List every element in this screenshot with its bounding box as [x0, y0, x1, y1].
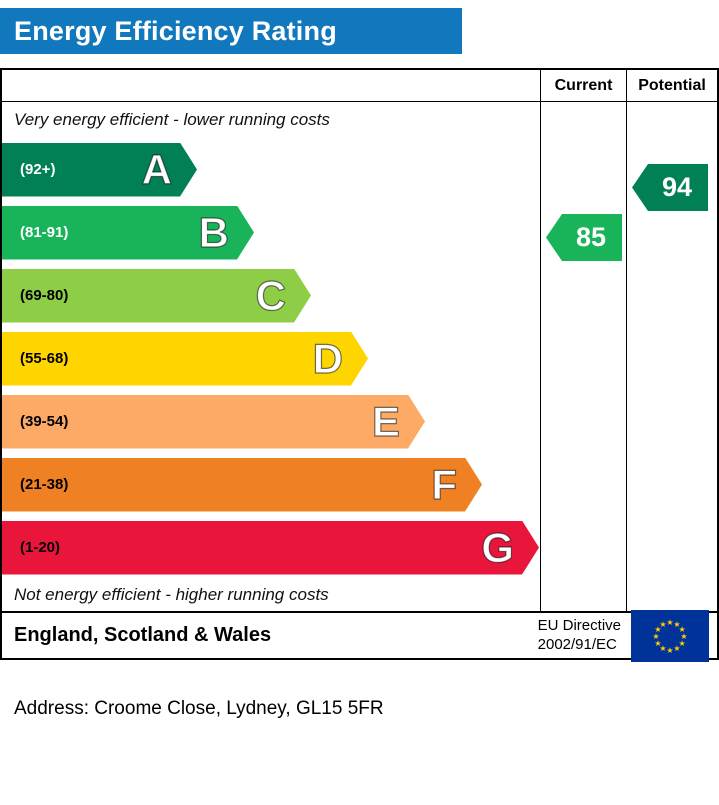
page-title: Energy Efficiency Rating [14, 15, 337, 46]
band-row-b: (81-91) B [2, 201, 540, 264]
svg-text:★: ★ [673, 644, 680, 653]
band-row-g: (1-20) G [2, 516, 540, 579]
band-a-letter: A [141, 145, 172, 193]
potential-rating-arrow: 94 [632, 164, 708, 211]
band-c: (69-80) C [2, 269, 311, 323]
band-e-letter: E [371, 397, 400, 445]
band-row-e: (39-54) E [2, 390, 540, 453]
current-rating-value: 85 [575, 222, 607, 252]
band-g: (1-20) G [2, 521, 539, 575]
svg-text:★: ★ [654, 639, 661, 648]
energy-rating-table: Current Potential Very energy efficient … [0, 68, 719, 613]
band-f-letter: F [431, 460, 457, 508]
svg-text:★: ★ [666, 646, 673, 655]
band-b: (81-91) B [2, 206, 254, 260]
band-row-f: (21-38) F [2, 453, 540, 516]
footer-strip: England, Scotland & Wales EU Directive 2… [0, 609, 719, 662]
header-spacer-cell [2, 70, 540, 102]
band-g-letter: G [481, 523, 514, 571]
bottom-caption: Not energy efficient - higher running co… [14, 585, 329, 604]
svg-text:★: ★ [654, 625, 661, 634]
band-f-range: (21-38) [20, 476, 69, 493]
potential-rating-value: 94 [661, 172, 693, 202]
band-c-letter: C [255, 271, 286, 319]
band-row-c: (69-80) C [2, 264, 540, 327]
eu-directive-label: EU Directive 2002/91/EC [538, 617, 621, 655]
band-row-d: (55-68) D [2, 327, 540, 390]
top-caption: Very energy efficient - lower running co… [14, 110, 330, 129]
band-b-letter: B [198, 208, 229, 256]
address-line: Address: Croome Close, Lydney, GL15 5FR [14, 698, 384, 719]
band-d-range: (55-68) [20, 350, 69, 367]
potential-column: 94 [626, 102, 717, 611]
band-a: (92+) A [2, 143, 197, 197]
current-rating-arrow: 85 [546, 214, 622, 261]
table-body: Very energy efficient - lower running co… [2, 102, 717, 611]
region-label: England, Scotland & Wales [14, 624, 272, 646]
eu-flag-icon: ★ ★ ★ ★ ★ ★ ★ ★ ★ ★ ★ ★ [631, 609, 709, 662]
band-e: (39-54) E [2, 395, 425, 449]
svg-text:★: ★ [659, 644, 666, 653]
svg-text:★: ★ [659, 619, 666, 628]
band-f: (21-38) F [2, 458, 482, 512]
band-row-a: (92+) A [2, 138, 540, 201]
current-column: 85 [540, 102, 626, 611]
band-a-range: (92+) [20, 161, 56, 178]
band-g-range: (1-20) [20, 539, 61, 556]
rating-bands-column: Very energy efficient - lower running co… [2, 102, 540, 611]
band-d: (55-68) D [2, 332, 368, 386]
table-header-row: Current Potential [2, 70, 717, 102]
band-c-range: (69-80) [20, 287, 69, 304]
svg-text:★: ★ [680, 632, 687, 641]
eu-directive-line1: EU Directive [537, 616, 621, 634]
column-header-current: Current [540, 70, 626, 102]
title-bar: Energy Efficiency Rating [0, 8, 462, 54]
band-d-letter: D [312, 334, 343, 382]
svg-text:★: ★ [679, 639, 686, 648]
svg-text:★: ★ [666, 618, 673, 627]
svg-text:★: ★ [673, 619, 680, 628]
column-header-potential: Potential [626, 70, 717, 102]
svg-text:★: ★ [652, 632, 659, 641]
band-b-range: (81-91) [20, 224, 69, 241]
svg-text:★: ★ [679, 625, 686, 634]
band-e-range: (39-54) [20, 413, 69, 430]
eu-directive-line2: 2002/91/EC [537, 635, 617, 653]
